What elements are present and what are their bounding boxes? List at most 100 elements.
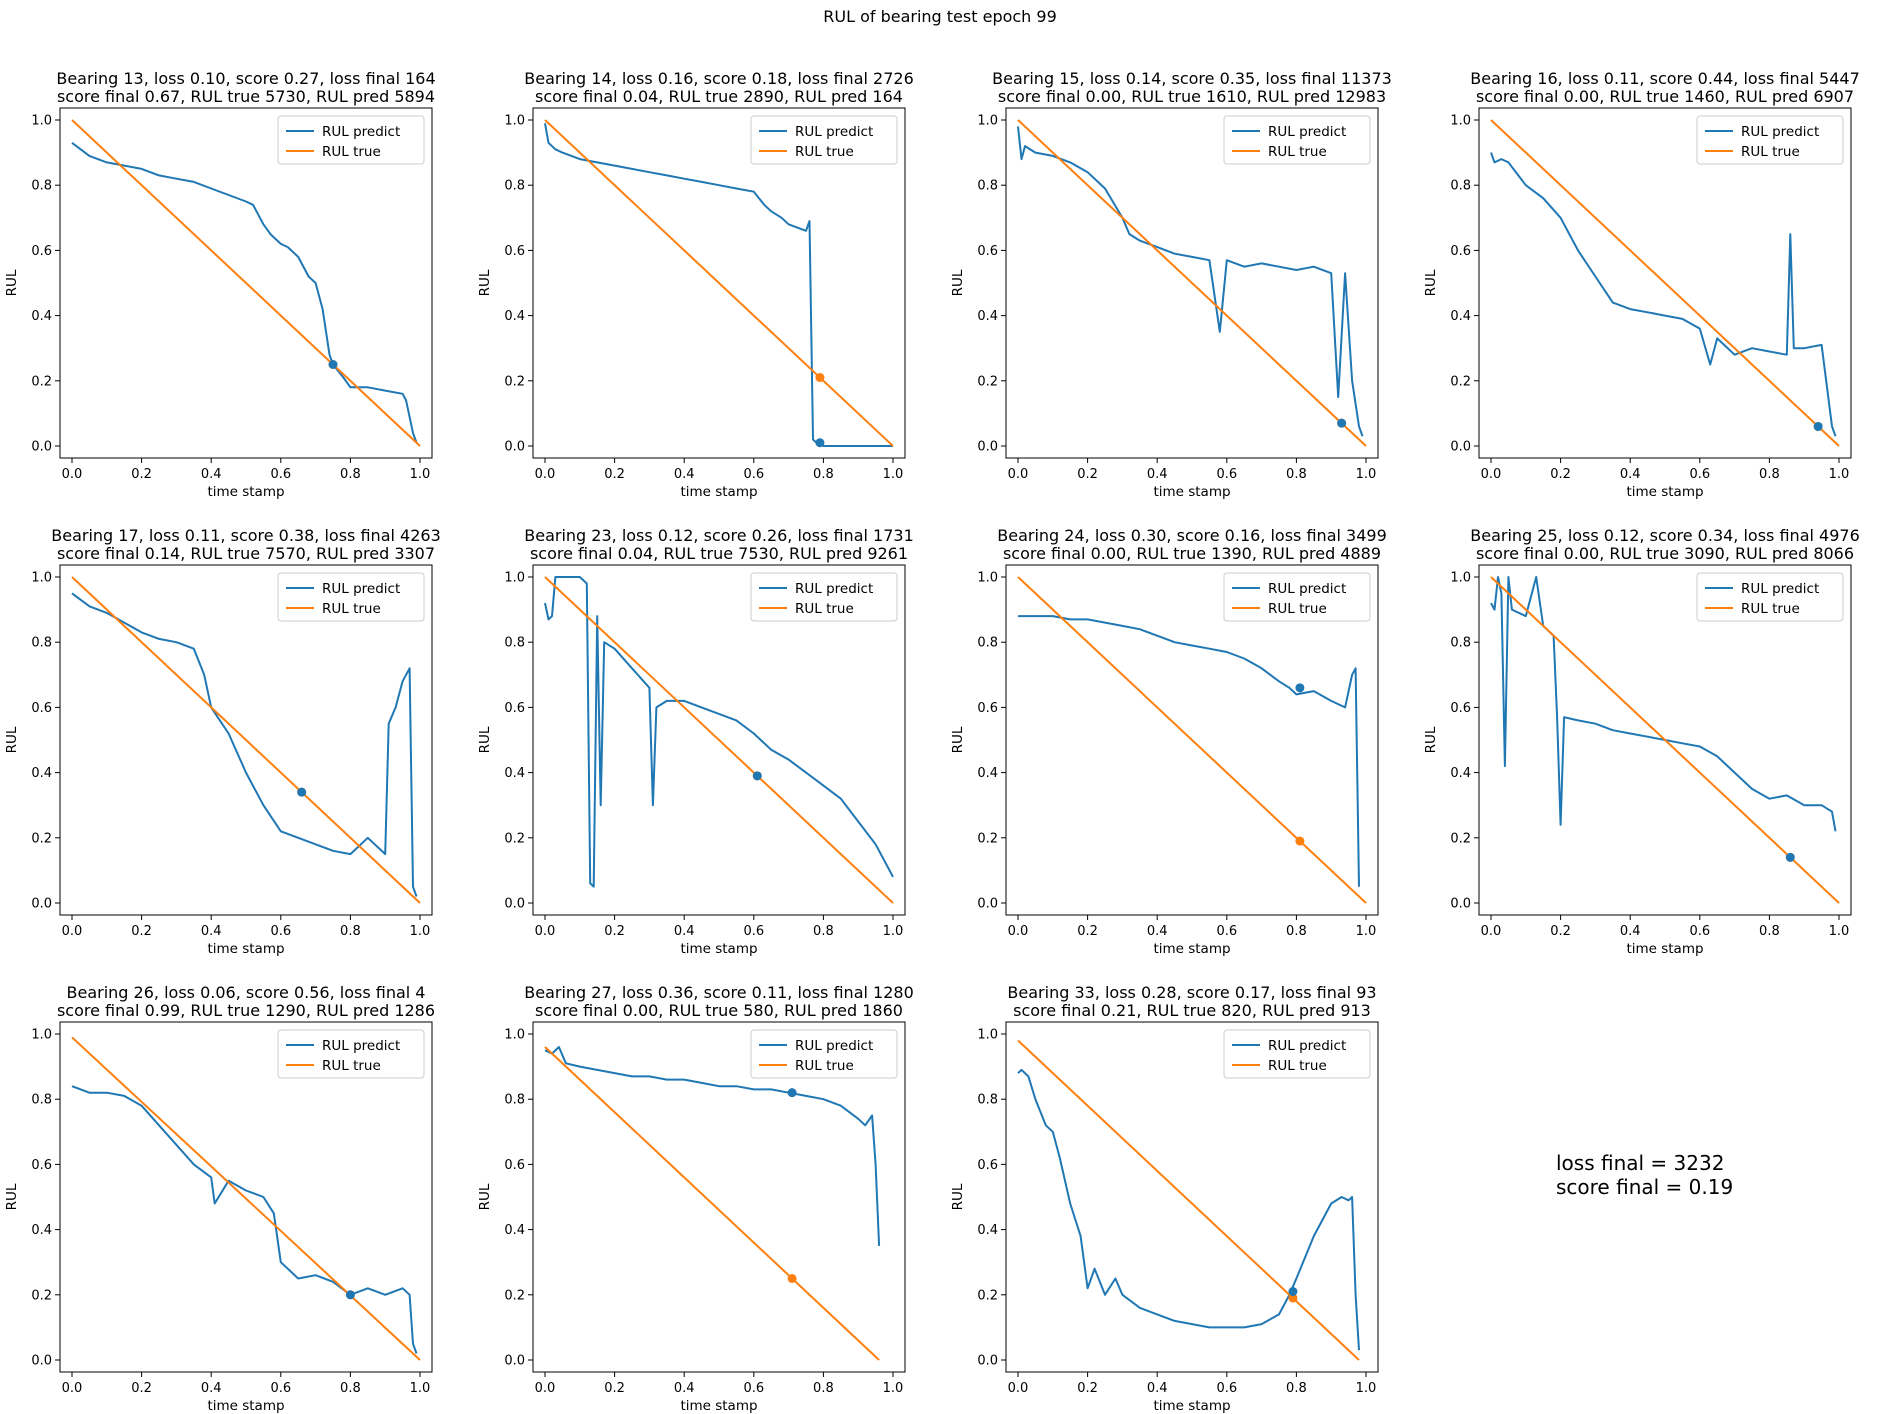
axes-frame — [1005, 564, 1379, 916]
x-tick-label: 0.4 — [201, 924, 222, 939]
y-tick-label: 0.0 — [977, 440, 998, 455]
y-tick-label: 0.8 — [504, 179, 525, 194]
subplot-title: Bearing 13, loss 0.10, score 0.27, loss … — [56, 69, 435, 88]
legend-label: RUL true — [1268, 601, 1327, 617]
axes-frame — [532, 1021, 906, 1373]
legend-box — [1696, 572, 1844, 622]
series-rul-predict — [71, 142, 418, 444]
subplot-grid: Bearing 13, loss 0.10, score 0.27, loss … — [4, 69, 1860, 1414]
x-tick-label: 1.0 — [883, 924, 904, 939]
legend: RUL predict RUL true — [750, 1029, 898, 1079]
x-tick-label: 0.2 — [131, 924, 152, 939]
y-tick-label: 0.4 — [504, 309, 525, 324]
legend-box — [750, 572, 898, 622]
y-tick-label: 0.4 — [31, 766, 52, 781]
legend-box — [1223, 115, 1371, 165]
x-tick-label: 0.6 — [1689, 467, 1710, 482]
y-tick-label: 0.4 — [1450, 766, 1471, 781]
series-rul-predict — [1017, 126, 1364, 437]
legend: RUL predict RUL true — [277, 1029, 425, 1079]
series-rul-predict — [1018, 615, 1360, 887]
subplot-title: score final 0.00, RUL true 3090, RUL pre… — [1476, 544, 1854, 563]
x-tick-label: 0.4 — [674, 924, 695, 939]
summary-score-final: score final = 0.19 — [1556, 1175, 1733, 1199]
x-tick-label: 0.6 — [1216, 467, 1237, 482]
x-tick-label: 0.0 — [1008, 1381, 1029, 1396]
legend-label: RUL predict — [1741, 124, 1819, 140]
legend-box — [750, 115, 898, 165]
y-tick-label: 1.0 — [1450, 571, 1471, 586]
legend-box — [1223, 1029, 1371, 1079]
y-tick-label: 1.0 — [1450, 114, 1471, 129]
x-tick-label: 1.0 — [410, 467, 431, 482]
legend-label: RUL true — [795, 144, 854, 160]
axes-frame — [1005, 1021, 1379, 1373]
x-tick-label: 0.6 — [743, 467, 764, 482]
y-tick-label: 0.8 — [31, 179, 52, 194]
legend-box — [1696, 115, 1844, 165]
x-tick-label: 1.0 — [410, 924, 431, 939]
y-tick-label: 0.0 — [977, 897, 998, 912]
y-axis-label: RUL — [950, 726, 966, 753]
y-tick-label: 1.0 — [31, 114, 52, 129]
subplot-title: score final 0.04, RUL true 7530, RUL pre… — [530, 544, 908, 563]
axes-frame — [1478, 564, 1852, 916]
x-tick-label: 0.4 — [201, 1381, 222, 1396]
series-rul-true — [1490, 576, 1840, 904]
legend-label: RUL predict — [1741, 581, 1819, 597]
x-tick-label: 0.2 — [604, 467, 625, 482]
x-tick-label: 0.4 — [674, 467, 695, 482]
x-axis-label: time stamp — [207, 1398, 284, 1414]
x-tick-label: 0.4 — [674, 1381, 695, 1396]
subplot-title: Bearing 26, loss 0.06, score 0.56, loss … — [67, 983, 426, 1002]
y-tick-label: 0.2 — [977, 831, 998, 846]
marker-rul-true — [1288, 1293, 1298, 1303]
y-tick-label: 0.6 — [31, 244, 52, 259]
series-rul-predict — [544, 1046, 881, 1246]
series-rul-true — [71, 1036, 421, 1361]
legend: RUL predict RUL true — [1696, 115, 1844, 165]
legend-label: RUL predict — [322, 1038, 400, 1054]
y-tick-label: 1.0 — [977, 114, 998, 129]
x-tick-label: 0.2 — [131, 1381, 152, 1396]
marker-rul-predict — [752, 771, 762, 781]
legend-box — [277, 572, 425, 622]
y-tick-label: 0.6 — [1450, 244, 1471, 259]
axes-frame — [59, 564, 433, 916]
y-tick-label: 0.6 — [31, 701, 52, 716]
y-tick-label: 0.6 — [977, 701, 998, 716]
y-tick-label: 0.6 — [504, 244, 525, 259]
x-tick-label: 0.0 — [62, 924, 83, 939]
x-tick-label: 0.6 — [743, 1381, 764, 1396]
y-tick-label: 0.4 — [977, 1223, 998, 1238]
series-rul-predict — [71, 592, 418, 897]
legend: RUL predict RUL true — [1223, 1029, 1371, 1079]
x-tick-label: 0.8 — [813, 924, 834, 939]
subplot-title: score final 0.99, RUL true 1290, RUL pre… — [57, 1001, 435, 1020]
marker-rul-true — [787, 1274, 797, 1283]
y-tick-label: 0.0 — [31, 440, 52, 455]
x-tick-label: 0.8 — [1759, 467, 1780, 482]
legend-label: RUL true — [1268, 144, 1327, 160]
x-tick-label: 0.0 — [62, 1381, 83, 1396]
y-tick-label: 0.6 — [31, 1158, 52, 1173]
y-tick-label: 0.2 — [504, 374, 525, 389]
subplot-title: score final 0.14, RUL true 7570, RUL pre… — [57, 544, 435, 563]
legend-label: RUL predict — [795, 581, 873, 597]
series-rul-true — [1017, 576, 1367, 904]
x-tick-label: 0.0 — [535, 924, 556, 939]
y-tick-label: 0.0 — [504, 1354, 525, 1369]
x-tick-label: 1.0 — [1829, 467, 1850, 482]
series-rul-predict — [1490, 576, 1837, 832]
x-tick-label: 0.4 — [1620, 924, 1641, 939]
x-tick-label: 0.0 — [535, 1381, 556, 1396]
x-tick-label: 0.0 — [1008, 467, 1029, 482]
y-axis-label: RUL — [950, 1183, 966, 1210]
y-tick-label: 0.8 — [1450, 179, 1471, 194]
subplot: Bearing 24, loss 0.30, score 0.16, loss … — [950, 526, 1387, 957]
x-tick-label: 0.6 — [1689, 924, 1710, 939]
x-tick-label: 0.0 — [1481, 924, 1502, 939]
legend-label: RUL true — [322, 144, 381, 160]
y-tick-label: 0.0 — [31, 1354, 52, 1369]
